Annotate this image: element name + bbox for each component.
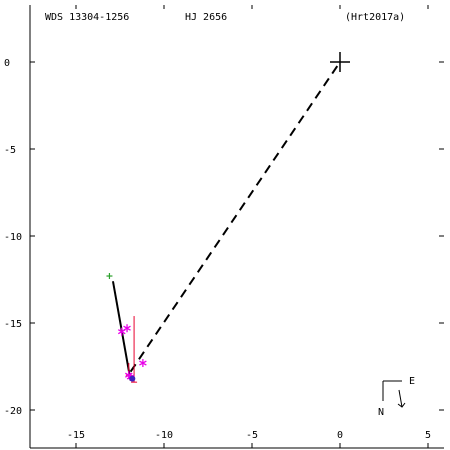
header-discoverer-code: HJ 2656 — [185, 12, 227, 23]
compass-east-label: E — [409, 376, 415, 387]
x-tick-label: -15 — [67, 430, 85, 441]
header-wds-id: WDS 13304-1256 — [45, 12, 129, 23]
y-tick-label: -15 — [4, 319, 22, 330]
asterisk-stroke — [139, 360, 147, 366]
x-tick-label: -5 — [246, 430, 258, 441]
y-tick-label: -20 — [4, 406, 22, 417]
compass-direction-arrow-icon — [397, 389, 406, 408]
plot-axes — [29, 5, 444, 449]
x-tick-label: 5 — [425, 430, 431, 441]
asterisk-stroke — [123, 325, 131, 331]
y-tick-label: 0 — [4, 58, 10, 69]
axis-tick-labels: -15 -10 -5 0 5 0 -5 -10 -15 -20 — [4, 58, 431, 441]
chart-marks — [106, 52, 350, 383]
observation-point — [123, 324, 131, 333]
x-tick-label: -10 — [155, 430, 173, 441]
axis-ticks — [30, 5, 444, 448]
compass: E N — [378, 376, 415, 418]
dashed-line-to-primary — [129, 61, 341, 373]
compass-north-label: N — [378, 407, 384, 418]
observation-point — [139, 359, 147, 368]
header-reference: (Hrt2017a) — [345, 12, 405, 23]
y-tick-label: -10 — [4, 232, 22, 243]
observation-point — [117, 327, 126, 336]
latest-observation-point — [129, 375, 136, 382]
y-tick-label: -5 — [4, 145, 16, 156]
x-tick-label: 0 — [337, 430, 343, 441]
